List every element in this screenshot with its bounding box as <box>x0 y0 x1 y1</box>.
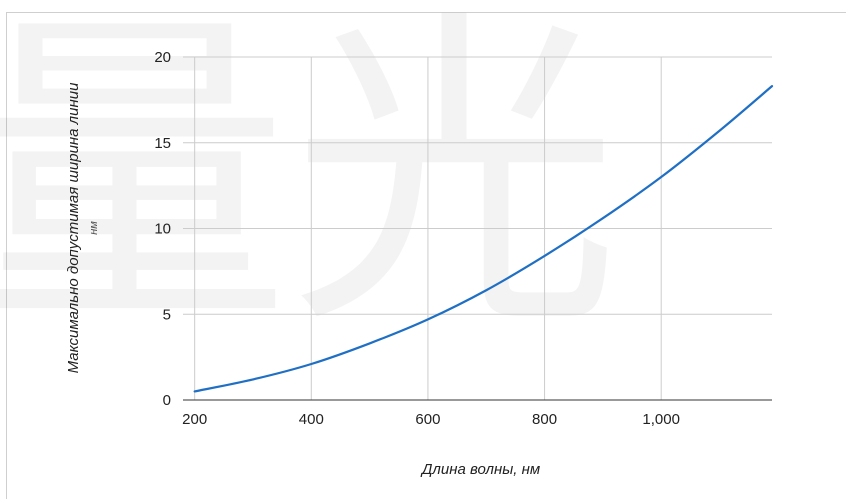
y-tick-label: 15 <box>154 135 171 152</box>
x-tick-label: 1,000 <box>642 411 680 428</box>
grid-layer <box>183 56 772 400</box>
y-tick-label: 5 <box>163 306 171 323</box>
series-layer <box>193 85 774 393</box>
chart-frame <box>6 12 846 499</box>
x-tick-label: 400 <box>299 411 324 428</box>
y-tick-label: 20 <box>154 49 171 66</box>
axis-layer: 0 5 10 15 20 200 400 600 800 1,000 <box>154 49 772 428</box>
y-axis-unit: нм <box>88 221 100 235</box>
y-axis-title: Максимально допустимая ширина линии <box>65 82 82 374</box>
x-tick-label: 800 <box>532 411 557 428</box>
y-tick-label: 10 <box>154 221 171 238</box>
series-line-0 <box>193 85 774 393</box>
x-axis-title: Длина волны, нм <box>420 461 540 478</box>
x-tick-label: 600 <box>415 411 440 428</box>
watermark-text: 量光 <box>0 0 620 368</box>
y-tick-label: 0 <box>163 392 171 409</box>
x-tick-label: 200 <box>182 411 207 428</box>
